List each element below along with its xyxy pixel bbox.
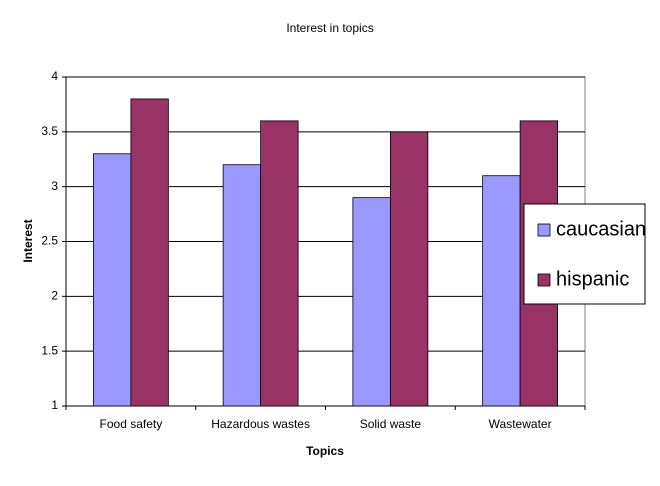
legend-swatch <box>537 223 551 237</box>
x-tick-label: Hazardous wastes <box>211 417 310 431</box>
legend-label: caucasian <box>556 218 646 240</box>
legend-box <box>523 203 646 305</box>
y-tick-label: 3.5 <box>41 124 58 138</box>
x-axis-title: Topics <box>306 444 344 458</box>
y-axis-title: Interest <box>21 219 35 262</box>
bar <box>260 120 299 407</box>
y-tick-label: 3 <box>51 179 58 193</box>
bar <box>482 175 521 407</box>
y-tick-label: 2 <box>51 289 58 303</box>
bar <box>389 131 429 407</box>
legend-swatch <box>537 273 551 287</box>
x-tick-label: Solid waste <box>360 417 422 431</box>
chart-title: Interest in topics <box>286 21 373 35</box>
x-tick-label: Food safety <box>100 417 163 431</box>
y-tick-label: 1 <box>51 398 58 412</box>
bar <box>352 197 391 407</box>
bar <box>130 98 169 407</box>
x-tick-label: Wastewater <box>489 417 552 431</box>
y-tick-label: 2.5 <box>41 234 58 248</box>
bar <box>92 153 132 407</box>
y-tick-label: 4 <box>51 69 58 83</box>
bar <box>222 164 262 407</box>
legend-label: hispanic <box>556 268 629 290</box>
y-tick-label: 1.5 <box>41 343 58 357</box>
